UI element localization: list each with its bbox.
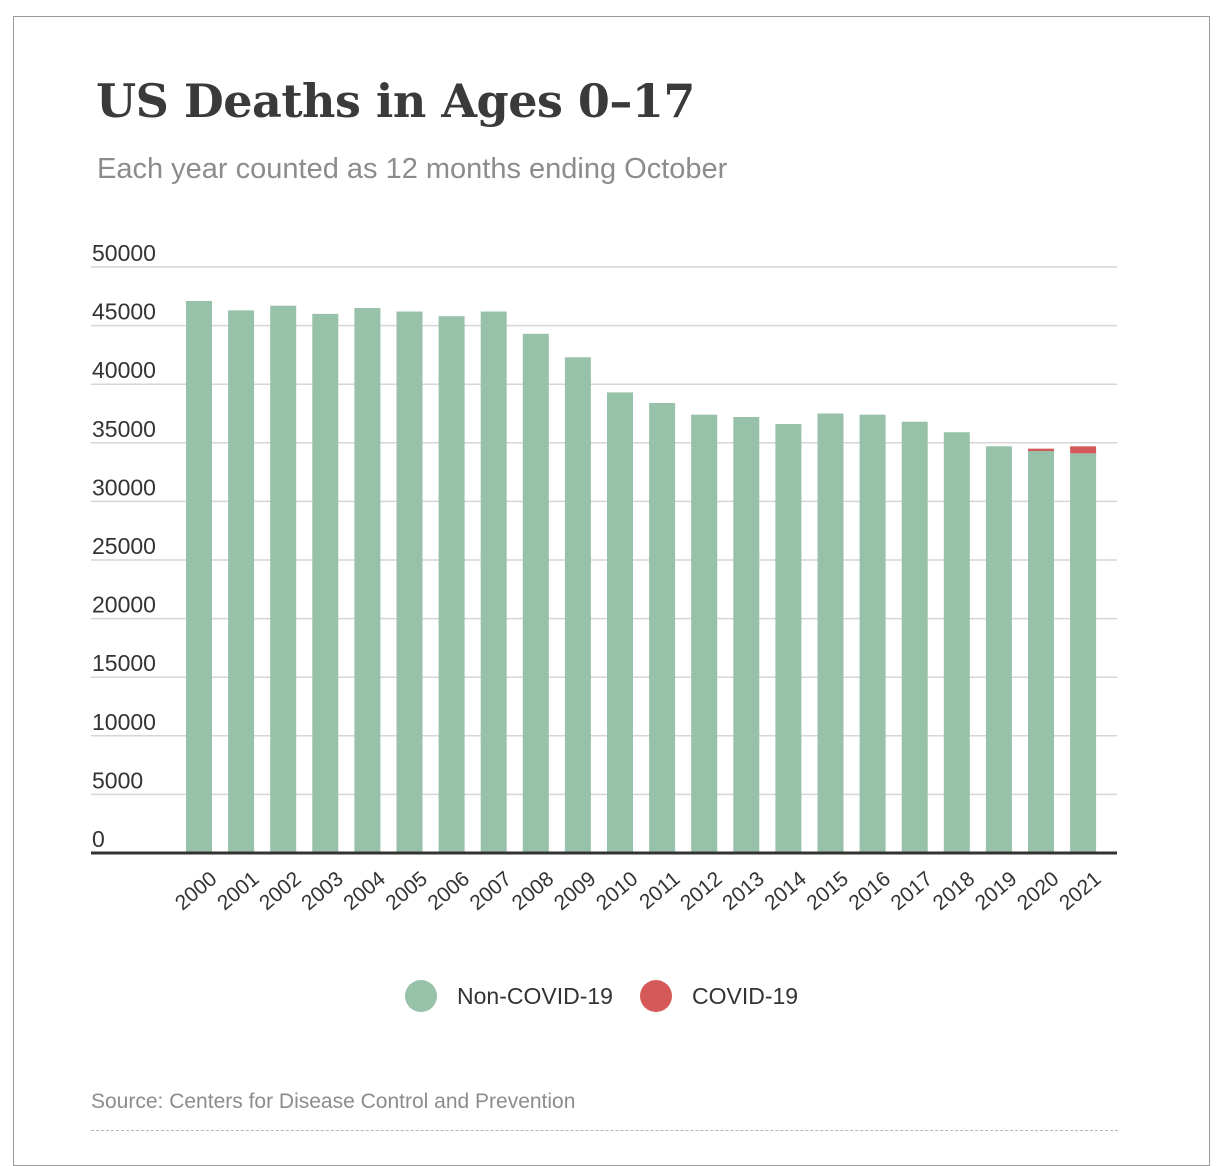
source-note: Source: Centers for Disease Control and … [91,1090,576,1113]
legend-item-covid: COVID-19 [640,976,798,1016]
x-tick-label: 2009 [550,867,601,915]
bar-non-covid-2012 [691,414,718,853]
x-tick-label: 2007 [466,867,517,915]
y-tick-label: 30000 [92,474,156,500]
legend-label-non-covid: Non-COVID-19 [457,982,613,1009]
legend-swatch-covid [640,980,672,1012]
bar-non-covid-2009 [564,357,591,853]
bar-non-covid-2019 [985,446,1012,853]
y-tick-label: 45000 [92,299,156,325]
bar-covid-2020 [1028,448,1054,452]
bar-non-covid-2021 [1070,453,1097,853]
x-tick-label: 2002 [255,867,306,915]
bars [186,300,1097,854]
bar-non-covid-2013 [733,417,760,853]
legend: Non-COVID-19 COVID-19 [0,976,1218,1016]
x-axis: 2000200120022003200420052006200720082009… [171,867,1106,915]
x-tick-label: 2010 [592,867,643,915]
footer-divider [91,1130,1118,1131]
x-tick-label: 2011 [635,867,684,914]
x-tick-label: 2020 [1013,867,1064,915]
x-tick-label: 2019 [971,867,1022,915]
bar-non-covid-2015 [817,413,844,853]
bar-non-covid-2018 [943,432,970,853]
x-tick-label: 2017 [887,867,938,915]
x-tick-label: 2000 [171,867,222,915]
x-tick-label: 2006 [424,867,475,915]
y-axis: 0 5000 10000 15000 20000 25000 30000 35000 40000… [92,240,156,852]
y-tick-label: 50000 [92,240,156,266]
legend-swatch-non-covid [405,980,437,1012]
y-tick-label: 0 [92,826,105,852]
bar-non-covid-2017 [901,421,928,853]
y-tick-label: 35000 [92,416,156,442]
bar-non-covid-2005 [396,311,423,853]
bar-non-covid-2011 [649,402,676,853]
x-tick-label: 2014 [760,867,811,915]
bar-non-covid-2020 [1028,451,1054,853]
y-tick-label: 25000 [92,533,156,559]
bar-non-covid-2002 [270,305,297,853]
bar-non-covid-2001 [228,310,255,853]
bar-non-covid-2016 [859,414,886,853]
bar-covid-2021 [1070,446,1097,454]
legend-item-non-covid: Non-COVID-19 [405,976,613,1016]
x-tick-label: 2001 [213,867,264,915]
x-tick-label: 2013 [718,867,769,915]
y-tick-label: 40000 [92,357,156,383]
bar-non-covid-2006 [438,316,465,853]
bar-non-covid-2000 [186,300,212,853]
x-tick-label: 2021 [1055,867,1106,915]
y-tick-label: 10000 [92,709,156,735]
chart-subtitle: Each year counted as 12 months ending Oc… [97,153,728,185]
x-tick-label: 2015 [802,867,853,915]
x-tick-label: 2004 [339,867,390,915]
y-tick-label: 5000 [92,767,143,793]
bar-non-covid-2008 [522,333,549,854]
x-tick-label: 2005 [381,867,432,915]
bar-non-covid-2014 [775,424,802,853]
y-tick-label: 20000 [92,592,156,618]
bar-non-covid-2007 [480,311,507,853]
bar-non-covid-2003 [312,313,339,853]
x-tick-label: 2016 [845,867,896,915]
legend-label-covid: COVID-19 [692,982,799,1009]
x-tick-label: 2003 [297,867,348,915]
bar-non-covid-2010 [607,392,633,853]
chart-title: US Deaths in Ages 0–17 [96,74,695,128]
x-tick-label: 2008 [508,867,559,915]
y-tick-label: 15000 [92,650,156,676]
bar-non-covid-2004 [354,308,381,853]
x-tick-label: 2012 [676,867,727,915]
x-tick-label: 2018 [929,867,980,915]
bar-chart: 0 5000 10000 15000 20000 25000 30000 35000 40000… [91,240,1117,915]
